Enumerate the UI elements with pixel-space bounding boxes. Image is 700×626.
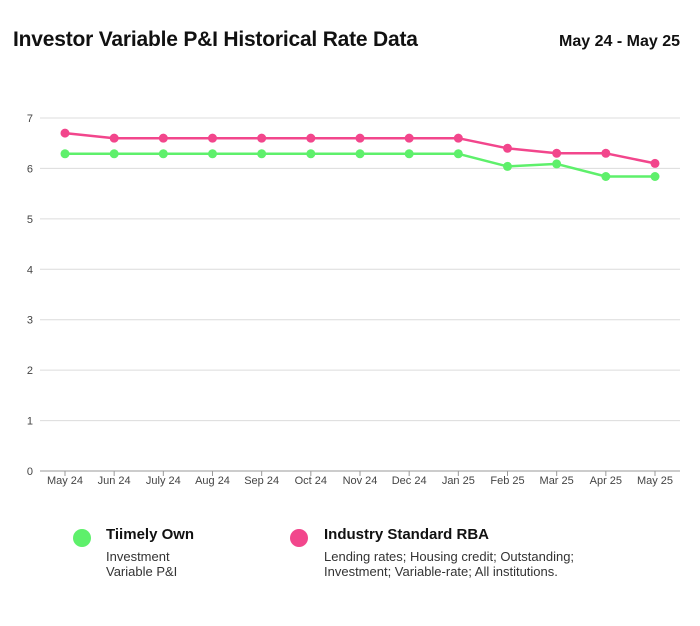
x-tick-label: Mar 25 [540, 475, 574, 487]
legend-description-line: Lending rates; Housing credit; Outstandi… [324, 549, 575, 564]
x-tick-label: Oct 24 [295, 475, 327, 487]
data-point[interactable] [601, 171, 611, 181]
x-tick-label: Sep 24 [244, 475, 279, 487]
x-tick-label: Apr 25 [590, 475, 622, 487]
legend-description-line: Variable P&I [106, 564, 178, 579]
y-tick-label: 6 [27, 163, 33, 175]
x-tick-label: Jan 25 [442, 475, 475, 487]
y-tick-label: 0 [27, 466, 33, 478]
data-point[interactable] [306, 149, 316, 159]
data-point[interactable] [257, 133, 267, 143]
x-tick-label: Feb 25 [490, 475, 524, 487]
legend-marker [73, 529, 91, 547]
data-point[interactable] [109, 133, 119, 143]
chart-title: Investor Variable P&I Historical Rate Da… [13, 28, 418, 51]
data-point[interactable] [158, 133, 168, 143]
data-point[interactable] [650, 171, 660, 181]
data-point[interactable] [453, 149, 463, 159]
x-tick-label: May 25 [637, 475, 673, 487]
y-tick-label: 2 [27, 365, 33, 377]
legend-description-line: Investment [106, 549, 170, 564]
data-point[interactable] [60, 128, 70, 138]
x-tick-label: May 24 [47, 475, 83, 487]
legend-description: Investment Variable P&I [106, 549, 177, 579]
y-axis-ticks: 0 1 2 3 4 5 6 7 [27, 113, 33, 478]
y-tick-label: 1 [27, 416, 33, 428]
x-tick-label: Jun 24 [98, 475, 131, 487]
date-range: May 24 - May 25 [559, 33, 680, 50]
data-point[interactable] [355, 149, 365, 159]
x-tick-label: Dec 24 [392, 475, 427, 487]
y-tick-label: 4 [27, 264, 33, 276]
data-point[interactable] [552, 159, 562, 169]
data-point[interactable] [552, 148, 562, 158]
data-point[interactable] [158, 149, 168, 159]
x-tick-label: Aug 24 [195, 475, 230, 487]
x-axis-ticks: May 24 Jun 24 July 24 Aug 24 Sep 24 Oct 24 Nov… [47, 471, 673, 487]
data-point[interactable] [404, 133, 414, 143]
line-chart: 0 1 2 3 4 5 6 7 May 24 Jun 24 July 24 Aug 24 Sep 24… [27, 113, 680, 487]
x-tick-label: Nov 24 [343, 475, 378, 487]
data-point[interactable] [650, 158, 660, 168]
legend-label: Tiimely Own [106, 526, 195, 543]
data-point[interactable] [503, 161, 512, 171]
data-point[interactable] [601, 148, 611, 158]
data-point[interactable] [306, 133, 316, 143]
series-points [60, 128, 660, 181]
x-tick-label: July 24 [146, 475, 181, 487]
data-point[interactable] [404, 149, 414, 159]
data-point[interactable] [208, 149, 217, 159]
y-tick-label: 3 [27, 315, 33, 327]
y-tick-label: 7 [27, 113, 33, 125]
legend-description: Lending rates; Housing credit; Outstandi… [324, 549, 574, 579]
legend-marker [290, 529, 308, 547]
legend-label: Industry Standard RBA [324, 526, 490, 543]
data-point[interactable] [355, 133, 365, 143]
data-point[interactable] [453, 133, 463, 143]
data-point[interactable] [109, 149, 119, 159]
data-point[interactable] [60, 149, 70, 159]
legend-description-line: Investment; Variable-rate; All instituti… [324, 564, 558, 579]
y-tick-label: 5 [27, 214, 33, 226]
data-point[interactable] [503, 143, 512, 153]
data-point[interactable] [257, 149, 267, 159]
data-point[interactable] [208, 133, 217, 143]
